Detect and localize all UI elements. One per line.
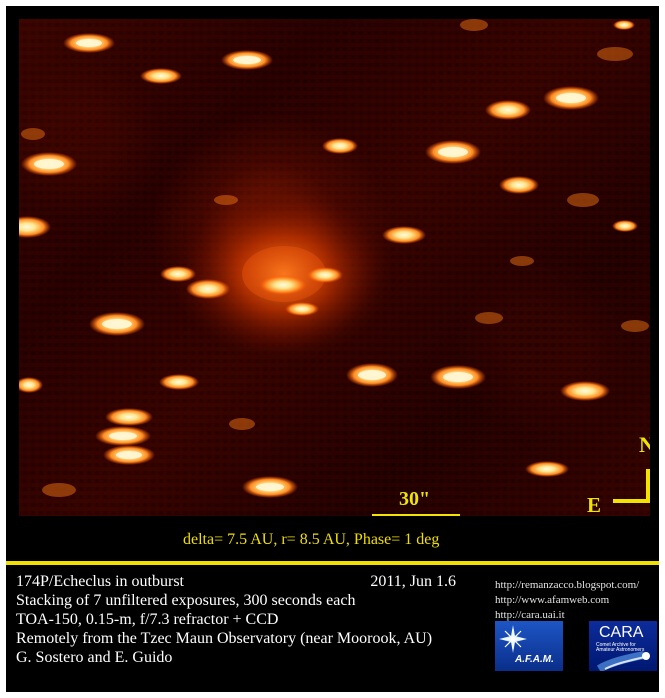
cara-logo-title: CARA bbox=[599, 624, 644, 641]
caption-line: Stacking of 7 unfiltered exposures, 300 … bbox=[16, 592, 356, 609]
blog-link[interactable]: http://remanzacco.blogspot.com/ bbox=[495, 579, 640, 591]
links-list: http://remanzacco.blogspot.com/ http://w… bbox=[495, 578, 639, 623]
object-name: 174P/Echeclus in outburst bbox=[16, 573, 184, 590]
compass-east-arrow bbox=[613, 499, 650, 503]
compass-north-label: N bbox=[639, 434, 650, 456]
cara-logo: CARA Comet Archive for Amateur Astronome… bbox=[589, 621, 657, 671]
observation-date: 2011, Jun 1.6 bbox=[370, 573, 456, 590]
compass-north-arrow bbox=[646, 469, 650, 501]
caption-block: 174P/Echeclus in outburst 2011, Jun 1.6 … bbox=[16, 572, 476, 667]
separator-line bbox=[6, 561, 659, 565]
afam-logo-text: A.F.A.M. bbox=[515, 654, 554, 665]
cara-logo-subtitle: Comet Archive for Amateur Astronomers bbox=[596, 642, 645, 653]
astronomical-image: 30" N E bbox=[18, 18, 650, 516]
caption-title-row: 174P/Echeclus in outburst 2011, Jun 1.6 bbox=[16, 572, 456, 591]
compass-east-label: E bbox=[587, 493, 602, 516]
cara-link[interactable]: http://cara.uai.it bbox=[495, 609, 565, 621]
caption-line: TOA-150, 0.15-m, f/7.3 refractor + CCD bbox=[16, 611, 279, 628]
afam-star-icon bbox=[499, 625, 527, 653]
caption-line: G. Sostero and E. Guido bbox=[16, 649, 173, 666]
comet-field-image bbox=[19, 19, 650, 516]
afam-logo: A.F.A.M. bbox=[495, 621, 563, 671]
observation-metadata: delta= 7.5 AU, r= 8.5 AU, Phase= 1 deg bbox=[183, 531, 440, 548]
afam-link[interactable]: http://www.afamweb.com bbox=[495, 594, 610, 606]
comet-icon bbox=[596, 651, 650, 671]
scale-label: 30" bbox=[399, 488, 431, 510]
scale-bar bbox=[372, 514, 460, 516]
caption-line: Remotely from the Tzec Maun Observatory … bbox=[16, 630, 433, 647]
